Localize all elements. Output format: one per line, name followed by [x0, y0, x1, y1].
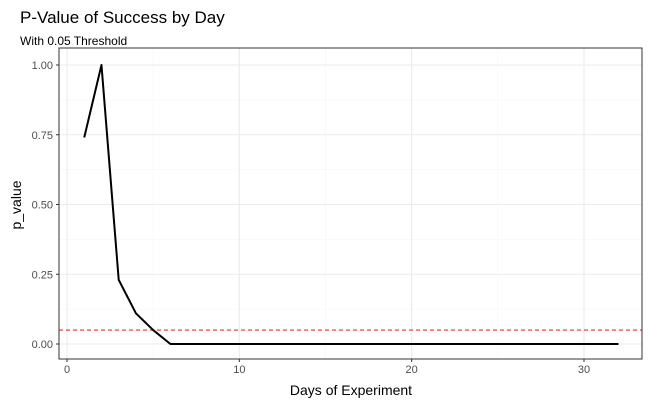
x-tick-label: 30	[578, 364, 590, 376]
chart-title: P-Value of Success by Day	[20, 8, 225, 27]
x-axis-title: Days of Experiment	[290, 382, 412, 398]
y-tick-label: 0.00	[32, 339, 53, 351]
panel-border	[58, 47, 643, 360]
y-tick-label: 1.00	[32, 60, 53, 72]
y-tick-label: 0.75	[32, 130, 53, 142]
series-line	[83, 64, 619, 345]
x-tick-label: 20	[406, 364, 418, 376]
series-layer	[83, 64, 619, 345]
chart-subtitle: With 0.05 Threshold	[20, 34, 127, 48]
y-tick-label: 0.50	[32, 200, 53, 212]
x-tick-label: 0	[64, 364, 70, 376]
axes: 0 10 20 30 0.00 0.25 0.50 0.75 1.00	[32, 47, 643, 376]
y-tick-label: 0.25	[32, 269, 53, 281]
x-tick-label: 10	[233, 364, 245, 376]
y-axis-title: p_value	[8, 180, 24, 229]
grid-lines	[59, 48, 642, 359]
